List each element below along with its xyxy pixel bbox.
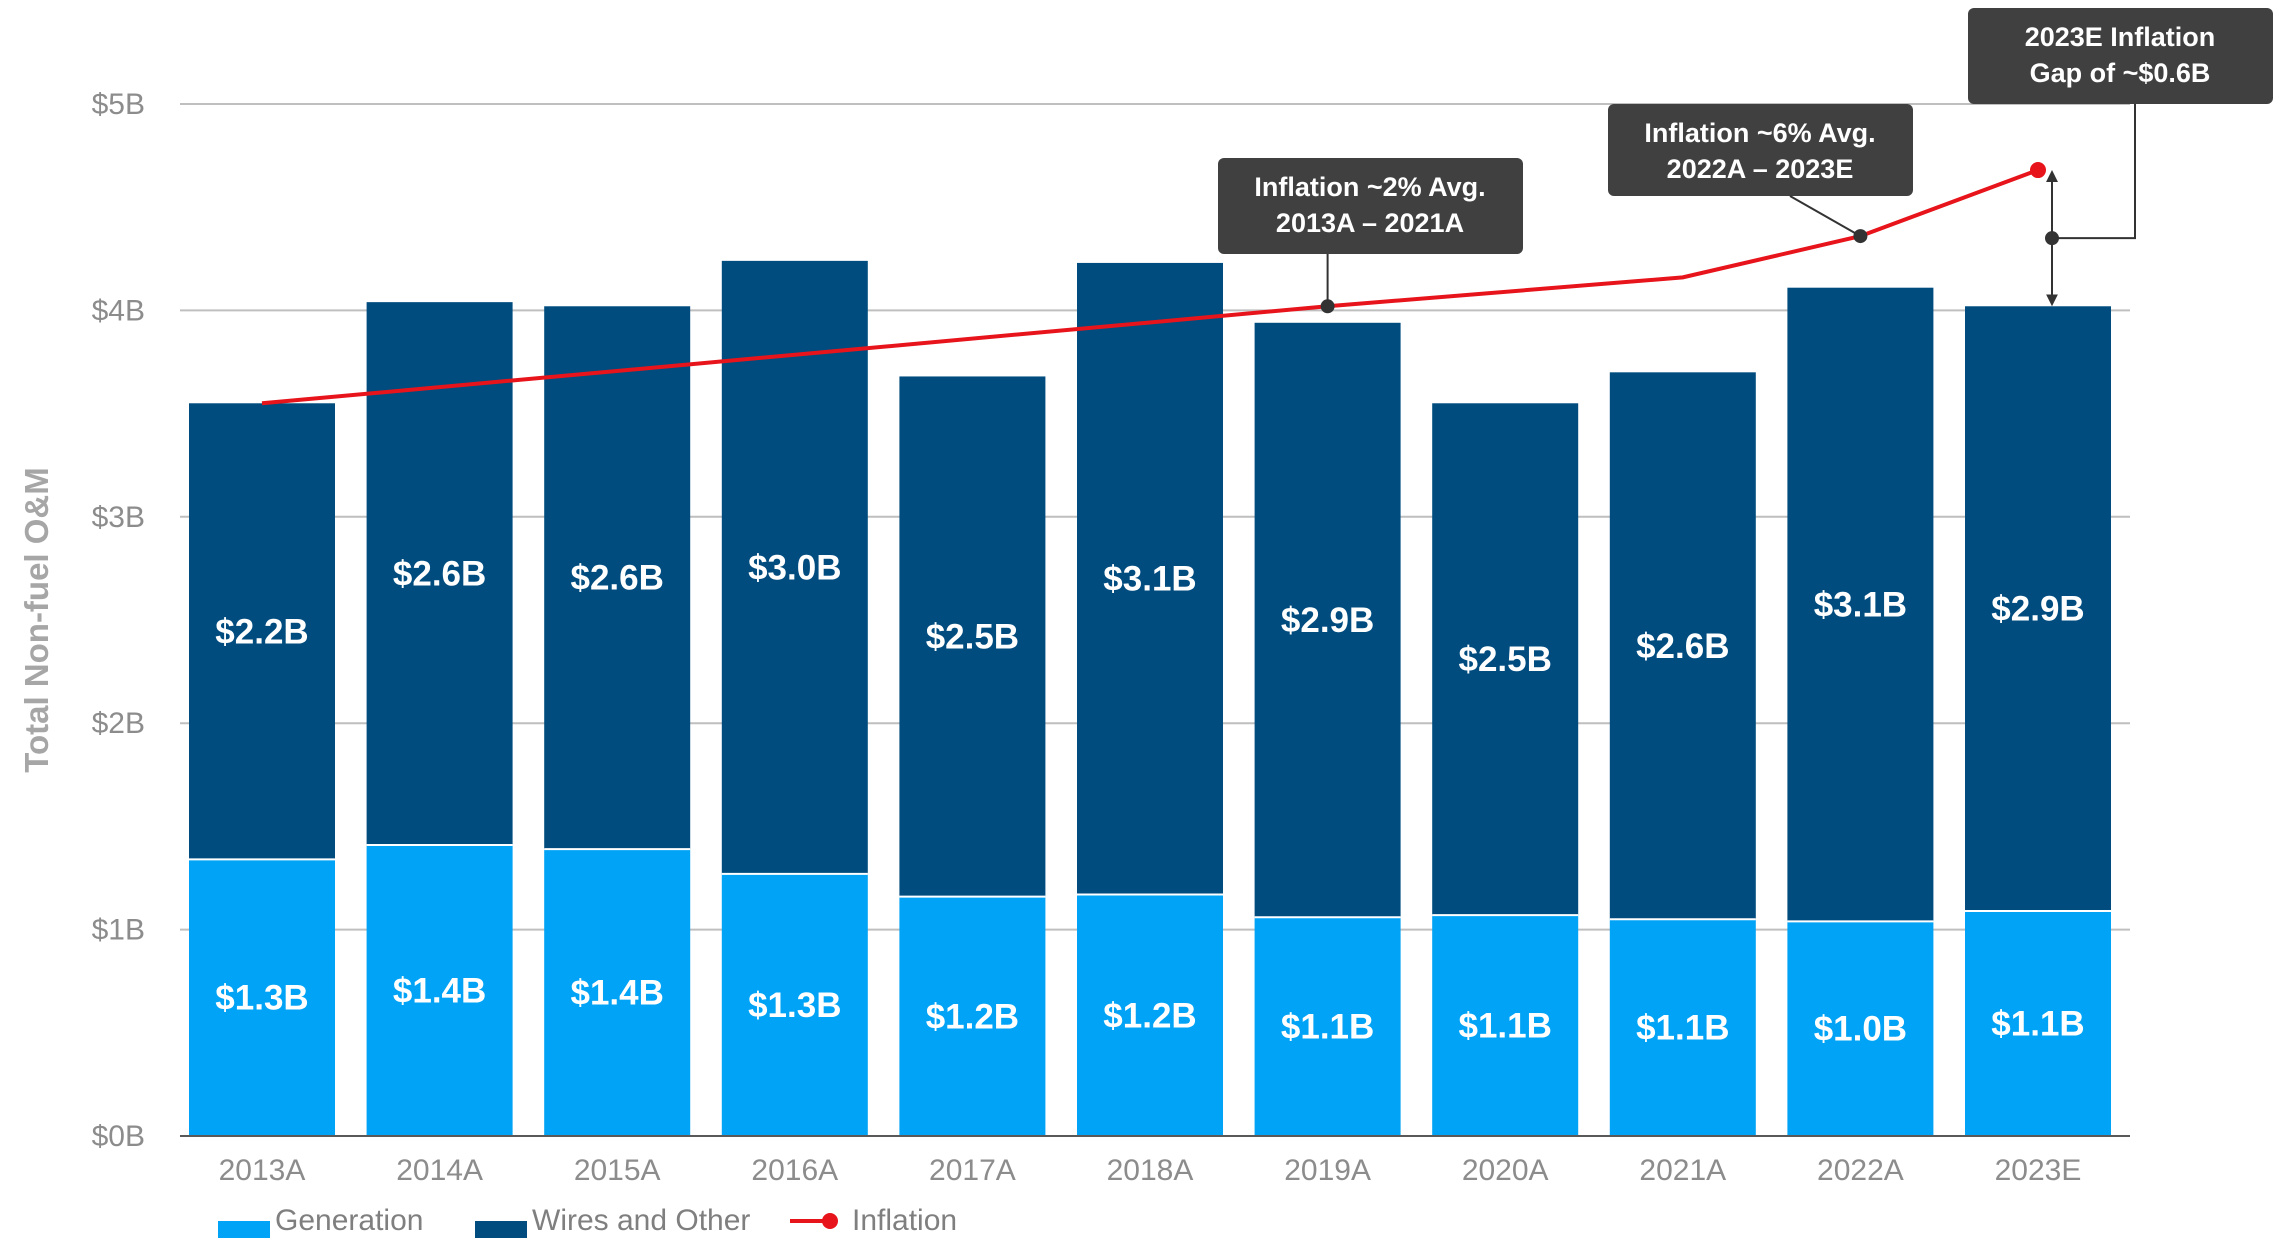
callout-anchor-dot bbox=[1320, 299, 1335, 314]
bar-generation bbox=[544, 849, 691, 1136]
x-tick-label: 2021A bbox=[1639, 1154, 1726, 1187]
bar-wires-and-other bbox=[1965, 306, 2111, 912]
callout-text: Inflation ~6% Avg. bbox=[1644, 118, 1875, 148]
bar-label-generation: $1.4B bbox=[393, 971, 486, 1010]
inflation-line bbox=[261, 162, 2046, 406]
callout-box bbox=[1608, 104, 1913, 196]
bar-generation bbox=[1609, 919, 1756, 1136]
bar-label-wires-and-other: $2.9B bbox=[1991, 590, 2084, 629]
legend-swatch-wires-and-other bbox=[475, 1221, 527, 1238]
bar-label-generation: $1.2B bbox=[1103, 996, 1196, 1035]
bar-labels: $1.3B $2.2B $1.4B $2.6B $1.4B $2.6B $1.3B $3.0B… bbox=[215, 548, 2084, 1048]
y-tick-label: $1B bbox=[92, 914, 145, 947]
callout-text: Gap of ~$0.6B bbox=[2030, 58, 2211, 88]
bar-label-generation: $1.1B bbox=[1281, 1008, 1374, 1047]
bar-generation bbox=[189, 859, 335, 1136]
bar-generation bbox=[1077, 894, 1223, 1136]
bar-wires-and-other bbox=[544, 306, 691, 850]
y-axis-ticks: $0B $1B $2B $3B $4B $5B bbox=[92, 88, 145, 1153]
bar-label-generation: $1.3B bbox=[748, 986, 841, 1025]
legend-label-generation: Generation bbox=[275, 1204, 423, 1237]
bar-label-wires-and-other: $2.6B bbox=[570, 559, 663, 598]
bar-label-generation: $1.4B bbox=[570, 974, 663, 1013]
y-tick-label: $2B bbox=[92, 707, 145, 740]
bar-label-wires-and-other: $3.1B bbox=[1814, 586, 1907, 625]
bar-label-generation: $1.1B bbox=[1991, 1005, 2084, 1044]
bar-label-wires-and-other: $2.5B bbox=[1458, 640, 1551, 679]
bar-wires-and-other bbox=[1432, 403, 1579, 916]
bar-generation bbox=[1432, 915, 1579, 1136]
inflation-line-path bbox=[261, 168, 2039, 406]
legend-label-wires-and-other: Wires and Other bbox=[532, 1204, 750, 1237]
x-tick-label: 2015A bbox=[574, 1154, 661, 1187]
callout-box bbox=[1968, 8, 2273, 104]
y-tick-label: $3B bbox=[92, 501, 145, 534]
x-tick-label: 2017A bbox=[929, 1154, 1016, 1187]
bar-label-generation: $1.1B bbox=[1636, 1009, 1729, 1048]
y-tick-label: $0B bbox=[92, 1120, 145, 1153]
x-tick-label: 2016A bbox=[751, 1154, 838, 1187]
y-tick-label: $4B bbox=[92, 294, 145, 327]
bar-wires-and-other bbox=[1077, 262, 1223, 895]
bar-wires-and-other bbox=[721, 260, 868, 874]
bar-label-wires-and-other: $3.0B bbox=[748, 548, 841, 587]
x-tick-label: 2014A bbox=[396, 1154, 483, 1187]
bar-label-wires-and-other: $3.1B bbox=[1103, 560, 1196, 599]
bars bbox=[189, 260, 2111, 1136]
bar-label-generation: $1.2B bbox=[926, 997, 1019, 1036]
bar-label-wires-and-other: $2.2B bbox=[215, 612, 308, 651]
y-axis-label: Total Non-fuel O&M bbox=[18, 467, 55, 773]
callout-text: Inflation ~2% Avg. bbox=[1254, 172, 1485, 202]
legend-marker-inflation bbox=[822, 1213, 838, 1229]
callout-text: 2013A – 2021A bbox=[1276, 208, 1464, 238]
legend-label-inflation: Inflation bbox=[852, 1204, 957, 1237]
bar-generation bbox=[721, 873, 868, 1136]
callout-box bbox=[1218, 158, 1523, 254]
bar-label-wires-and-other: $2.5B bbox=[926, 618, 1019, 657]
callout-text: 2022A – 2023E bbox=[1667, 154, 1854, 184]
bar-wires-and-other bbox=[1609, 372, 1756, 920]
x-tick-label: 2013A bbox=[219, 1154, 306, 1187]
bar-label-wires-and-other: $2.6B bbox=[1636, 627, 1729, 666]
bar-wires-and-other bbox=[899, 376, 1046, 897]
bar-wires-and-other bbox=[1254, 322, 1401, 918]
bar-wires-and-other bbox=[189, 403, 335, 860]
bar-label-generation: $1.0B bbox=[1814, 1010, 1907, 1049]
y-tick-label: $5B bbox=[92, 88, 145, 121]
bar-generation bbox=[1965, 911, 2111, 1136]
bar-generation bbox=[1787, 921, 1934, 1136]
callout-connector bbox=[1789, 195, 1861, 237]
x-tick-label: 2019A bbox=[1284, 1154, 1371, 1187]
bar-generation bbox=[1254, 917, 1401, 1136]
x-tick-label: 2018A bbox=[1107, 1154, 1194, 1187]
inflation-end-marker bbox=[2030, 162, 2046, 179]
callout-anchor-dot bbox=[1853, 229, 1868, 244]
bar-label-generation: $1.3B bbox=[215, 979, 308, 1018]
annotations: Inflation ~2% Avg. 2013A – 2021A Inflation… bbox=[1218, 8, 2273, 314]
x-tick-label: 2022A bbox=[1817, 1154, 1904, 1187]
bar-generation bbox=[366, 844, 513, 1136]
x-tick-label: 2020A bbox=[1462, 1154, 1549, 1187]
bar-label-wires-and-other: $2.6B bbox=[393, 555, 486, 594]
callout-text: 2023E Inflation bbox=[2025, 22, 2216, 52]
x-tick-label: 2023E bbox=[1995, 1154, 2082, 1187]
bar-wires-and-other bbox=[1787, 287, 1934, 922]
callout-connector bbox=[2052, 104, 2136, 240]
bar-label-generation: $1.1B bbox=[1458, 1007, 1551, 1046]
x-axis-ticks: 2013A 2014A 2015A 2016A 2017A 2018A 2019A 2020A… bbox=[219, 1154, 2082, 1187]
legend: Generation Wires and Other Inflation bbox=[218, 1204, 957, 1238]
bar-label-wires-and-other: $2.9B bbox=[1281, 601, 1374, 640]
bar-generation bbox=[899, 896, 1046, 1136]
legend-swatch-generation bbox=[218, 1221, 270, 1238]
